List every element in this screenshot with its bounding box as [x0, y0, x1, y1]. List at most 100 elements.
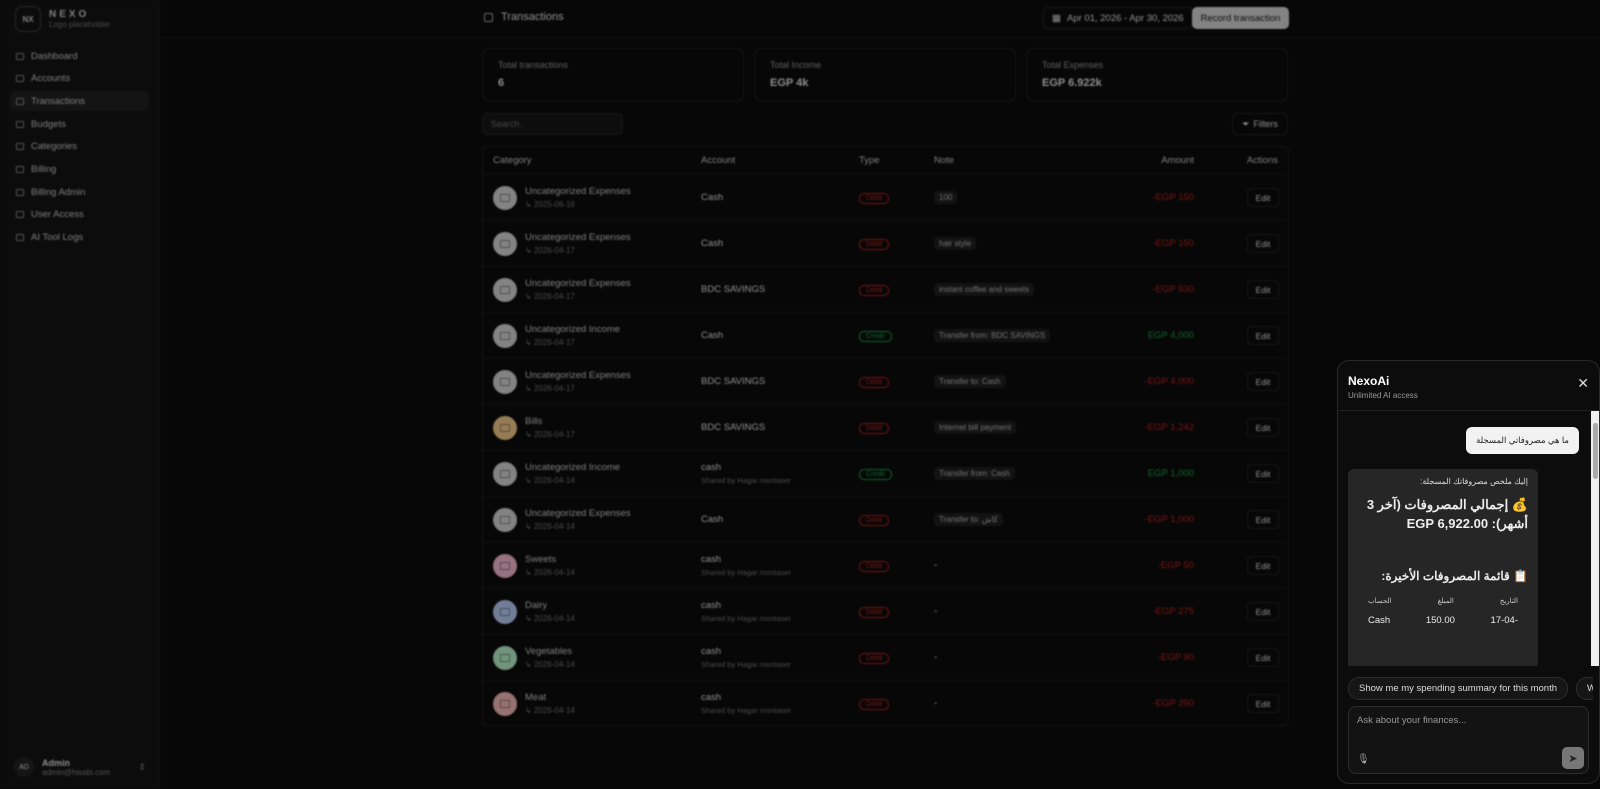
logo: NX	[15, 6, 41, 32]
type-badge: Debit	[859, 514, 890, 526]
page-title: Transactions	[484, 11, 564, 23]
nav-icon	[16, 120, 24, 128]
date-text: 2025-06-16	[533, 200, 575, 209]
close-icon[interactable]: ✕	[1577, 375, 1589, 391]
send-button[interactable]: ➤	[1562, 747, 1584, 769]
edit-button[interactable]: Edit	[1247, 372, 1279, 391]
ai-th: الحساب	[1368, 598, 1392, 605]
date-text: 2026-04-17	[533, 246, 575, 255]
user-menu[interactable]: AD Admin admin@hisabi.com ⇕	[14, 757, 146, 777]
ai-th: التاريخ	[1499, 598, 1518, 605]
sidebar-item-billing[interactable]: Billing	[10, 159, 149, 179]
brand-subtitle: Logo placeholder	[49, 20, 111, 29]
note: hair style	[934, 237, 977, 250]
category-icon	[493, 507, 517, 532]
user-name: Admin	[42, 757, 70, 768]
sidebar-item-billing-admin[interactable]: Billing Admin	[10, 182, 149, 202]
edit-button[interactable]: Edit	[1247, 234, 1279, 253]
table-row: Uncategorized Expenses ↳ 2026-04-14 Cash …	[483, 497, 1288, 543]
chat-header: NexoAi Unlimited AI access ✕	[1338, 361, 1599, 411]
microphone-icon[interactable]: 🎙	[1357, 754, 1370, 765]
suggestion-chip[interactable]: Show me my spending summary for this mon…	[1348, 677, 1568, 700]
sidebar-item-budgets[interactable]: Budgets	[10, 114, 149, 134]
edit-button[interactable]: Edit	[1247, 326, 1279, 345]
sidebar-item-categories[interactable]: Categories	[10, 137, 149, 157]
ai-th: المبلغ	[1437, 598, 1454, 605]
note: -	[934, 560, 938, 571]
filter-icon: ⏷	[1242, 118, 1250, 129]
date-text: 2026-04-14	[533, 522, 575, 531]
edit-button[interactable]: Edit	[1247, 464, 1279, 483]
chat-input[interactable]: Ask about your finances... 🎙 ➤	[1348, 706, 1589, 774]
edit-button[interactable]: Edit	[1247, 188, 1279, 207]
edit-button[interactable]: Edit	[1247, 694, 1279, 713]
date-text: 2026-04-14	[533, 660, 575, 669]
account-name: cash	[701, 462, 722, 473]
category-name: Uncategorized Income	[525, 324, 621, 335]
sidebar-item-label: Accounts	[31, 73, 71, 85]
transaction-date: ↳ 2026-04-17	[525, 246, 575, 255]
edit-button[interactable]: Edit	[1247, 510, 1279, 529]
edit-button[interactable]: Edit	[1247, 602, 1279, 621]
sidebar-item-ai-tool-logs[interactable]: AI Tool Logs	[10, 228, 149, 248]
shared-by: Shared by Hagar montaser	[701, 614, 792, 623]
ai-table-header: التاريخ المبلغ الحساب	[1368, 597, 1518, 605]
suggestion-chip[interactable]: Wh	[1576, 677, 1593, 700]
shared-by: Shared by Hagar montaser	[701, 660, 792, 669]
table-row: Uncategorized Expenses ↳ 2026-04-17 BDC S…	[483, 359, 1288, 405]
edit-button[interactable]: Edit	[1247, 280, 1279, 299]
col-account: Account	[701, 155, 736, 166]
search-input[interactable]: Search..	[482, 113, 623, 135]
amount: -EGP 1,000	[1144, 514, 1194, 525]
category-icon	[493, 369, 517, 394]
filters-button[interactable]: ⏷ Filters	[1232, 113, 1288, 135]
sidebar-item-transactions[interactable]: Transactions	[10, 91, 149, 112]
sidebar-item-user-access[interactable]: User Access	[10, 205, 149, 225]
chat-scrollbar[interactable]	[1591, 411, 1599, 666]
date-text: 2026-04-14	[533, 568, 575, 577]
stat-card: Total Expenses EGP 6.922k	[1026, 48, 1288, 102]
table-row: Dairy ↳ 2026-04-14 cash Shared by Hagar mo…	[483, 589, 1288, 635]
chat-subtitle: Unlimited AI access	[1348, 391, 1418, 400]
category-icon	[493, 553, 517, 578]
record-transaction-button[interactable]: Record transaction	[1192, 7, 1289, 29]
table-row: Bills ↳ 2026-04-17 BDC SAVINGS Debit Inte…	[483, 405, 1288, 451]
user-message: ما هي مصروفاتي المسجلة	[1466, 427, 1579, 454]
stat-value: EGP 6.922k	[1042, 77, 1102, 89]
ai-td-account: Cash	[1368, 615, 1391, 626]
category-name: Uncategorized Expenses	[525, 186, 631, 197]
category-name: Sweets	[525, 554, 557, 565]
sidebar-nav: Dashboard Accounts Transactions Budgets Cate…	[0, 46, 159, 248]
shared-by: Shared by Hagar montaser	[701, 476, 792, 485]
stat-label: Total Income	[770, 60, 822, 70]
nav-icon	[16, 75, 24, 83]
category-icon	[493, 415, 517, 440]
edit-button[interactable]: Edit	[1247, 418, 1279, 437]
sidebar-item-label: Budgets	[31, 118, 66, 130]
stat-value: 6	[498, 77, 505, 89]
edit-button[interactable]: Edit	[1247, 556, 1279, 575]
scrollbar-thumb[interactable]	[1593, 423, 1598, 479]
transaction-date: ↳ 2026-04-17	[525, 338, 575, 347]
sidebar-toggle-icon[interactable]	[484, 12, 493, 22]
edit-button[interactable]: Edit	[1247, 648, 1279, 667]
account-name: cash	[701, 600, 722, 611]
sidebar-item-accounts[interactable]: Accounts	[10, 69, 149, 89]
category-name: Uncategorized Expenses	[525, 370, 631, 381]
note: Transfer to: كاش	[934, 513, 1003, 526]
brand: NX NEXO Logo placeholder	[0, 0, 159, 38]
table-row: Vegetables ↳ 2026-04-14 cash Shared by Hag…	[483, 635, 1288, 681]
col-category: Category	[493, 155, 532, 166]
date-text: 2026-04-17	[533, 292, 575, 301]
sidebar-item-label: Billing	[31, 163, 57, 175]
type-badge: Debit	[859, 376, 890, 388]
note: instant coffee and sweets	[934, 283, 1035, 296]
calendar-icon: ▦	[1052, 12, 1061, 24]
transaction-date: ↳ 2025-06-16	[525, 200, 575, 209]
sidebar-item-dashboard[interactable]: Dashboard	[10, 46, 149, 66]
category-name: Dairy	[525, 600, 548, 611]
account-name: BDC SAVINGS	[701, 422, 766, 433]
category-name: Bills	[525, 416, 543, 427]
account-name: cash	[701, 554, 722, 565]
